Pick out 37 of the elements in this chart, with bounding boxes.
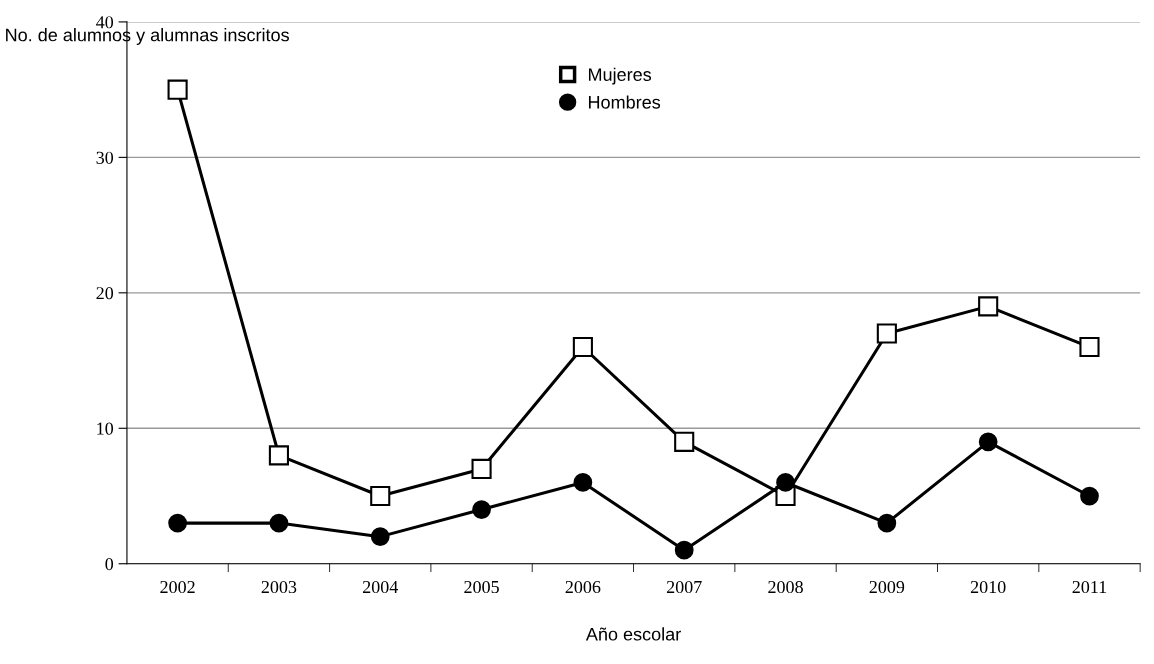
point [978,432,998,452]
x-axis-title: Año escolar [585,627,681,641]
y-tick-label: 30 [96,151,114,164]
y-tick-label: 10 [97,422,114,435]
point [472,500,491,519]
x-tick-label: 2009 [869,580,905,594]
x-tick-label: 2006 [565,580,601,594]
point [573,473,593,492]
point [370,527,390,547]
point [168,513,187,533]
point [269,513,289,533]
point [167,79,188,100]
x-tick-label: 2010 [970,580,1006,594]
point [978,296,999,317]
x-tick-label: 2004 [362,580,399,594]
x-tick-label: 2003 [261,580,297,594]
x-tick-label: 2011 [1072,580,1107,594]
x-tick-label: 2008 [768,580,803,594]
x-tick-label: 2005 [464,580,499,594]
point [876,323,897,344]
point [877,513,897,533]
y-tick-label: 40 [96,16,114,29]
legend-label: Hombres [588,95,661,109]
point [1080,486,1099,506]
point [674,540,694,560]
x-tick-label: 2002 [160,580,195,594]
point [370,485,391,507]
point [674,431,695,452]
y-tick-label: 20 [96,287,114,300]
x-tick-label: 2007 [666,580,702,594]
point [471,458,492,479]
y-tick-label: 0 [105,557,114,571]
point [1079,336,1100,358]
legend-label: Mujeres [588,67,652,85]
point [776,473,795,492]
point [268,445,289,466]
point [572,336,593,358]
